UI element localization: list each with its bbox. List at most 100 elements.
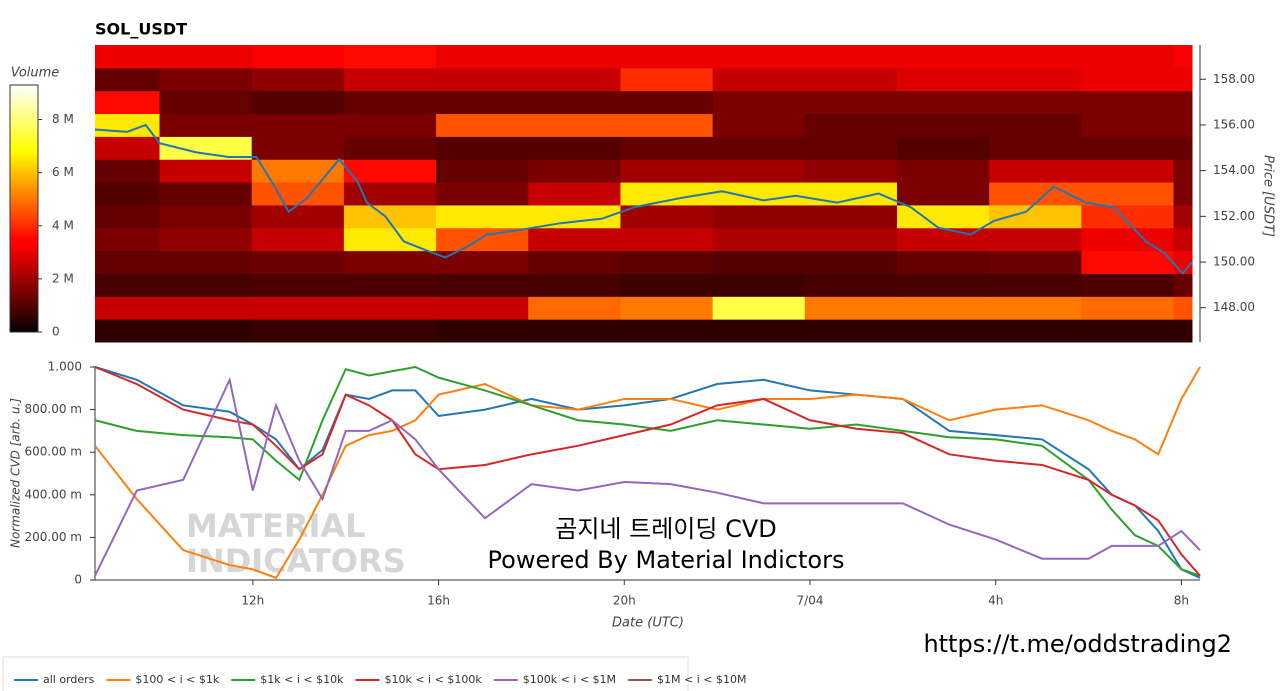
y-tick-label: 200.00 m bbox=[25, 530, 83, 544]
heatmap-cell bbox=[159, 159, 253, 183]
heatmap-cell bbox=[989, 227, 1082, 252]
heatmap-cell bbox=[528, 296, 621, 320]
colorbar-step bbox=[10, 85, 38, 88]
heatmap-cell bbox=[343, 159, 437, 183]
colorbar-step bbox=[10, 287, 38, 291]
heatmap-cell bbox=[1173, 250, 1193, 274]
cvd-line bbox=[94, 376, 1201, 577]
heatmap-cell bbox=[620, 319, 714, 343]
colorbar-step bbox=[10, 245, 38, 249]
heatmap-cell bbox=[436, 204, 529, 229]
heatmap-cell bbox=[95, 296, 161, 320]
colorbar-step bbox=[10, 210, 38, 214]
heatmap-cell bbox=[989, 250, 1082, 274]
colorbar-step bbox=[10, 290, 38, 293]
heatmap-cell bbox=[804, 296, 898, 320]
colorbar-step bbox=[10, 265, 38, 269]
heatmap-cell bbox=[343, 182, 437, 206]
colorbar-step bbox=[10, 109, 38, 113]
heatmap-cell bbox=[897, 319, 990, 343]
heatmap-cell bbox=[95, 227, 161, 252]
heatmap-cell bbox=[251, 319, 345, 343]
heatmap-cell bbox=[159, 45, 253, 69]
heatmap-cell bbox=[712, 182, 806, 206]
heatmap-cell bbox=[1081, 182, 1175, 206]
colorbar-step bbox=[10, 154, 38, 158]
y2-tick-label: 158.00 bbox=[1213, 72, 1255, 86]
colorbar-step bbox=[10, 275, 38, 279]
colorbar-step bbox=[10, 329, 38, 333]
colorbar-step bbox=[10, 223, 38, 227]
heatmap-cell bbox=[251, 204, 345, 229]
heatmap-cell bbox=[804, 159, 898, 183]
heatmap-cell bbox=[1173, 67, 1193, 92]
colorbar-frame bbox=[9, 84, 39, 333]
heatmap-cell bbox=[528, 45, 621, 69]
colorbar-step bbox=[10, 304, 38, 308]
colorbar-step bbox=[10, 186, 38, 190]
colorbar-step bbox=[10, 139, 38, 143]
y-tick-label: 400.00 m bbox=[25, 487, 83, 501]
heatmap-cell bbox=[897, 90, 990, 115]
colorbar-step bbox=[10, 149, 38, 153]
colorbar-step bbox=[10, 159, 38, 163]
heatmap-cell bbox=[95, 250, 161, 274]
heatmap-cell bbox=[436, 227, 529, 252]
colorbar-step bbox=[10, 302, 38, 306]
heatmap-cell bbox=[343, 273, 437, 297]
heatmap-cell bbox=[159, 273, 253, 297]
heatmap-cell bbox=[159, 67, 253, 92]
heatmap-cell bbox=[804, 67, 898, 92]
heatmap-cell bbox=[251, 67, 345, 92]
heatmap-cell bbox=[343, 319, 437, 343]
colorbar-tick-label: 6 M bbox=[52, 165, 74, 179]
heatmap-cell bbox=[528, 319, 621, 343]
colorbar-step bbox=[10, 218, 38, 222]
heatmap-cell bbox=[528, 113, 621, 137]
heatmap-cell bbox=[436, 273, 529, 297]
heatmap-cell bbox=[251, 136, 345, 160]
colorbar-step bbox=[10, 92, 38, 96]
colorbar-step bbox=[10, 134, 38, 138]
heatmap-cell bbox=[1173, 45, 1193, 69]
colorbar-step bbox=[10, 161, 38, 165]
heatmap-cell bbox=[897, 113, 990, 137]
heatmap-cell bbox=[989, 296, 1082, 320]
legend-box bbox=[2, 656, 689, 691]
heatmap-cell bbox=[343, 113, 437, 137]
heatmap-cell bbox=[1081, 113, 1175, 137]
colorbar-step bbox=[10, 206, 38, 209]
y-axis-label: Normalized CVD [arb. u.] bbox=[9, 398, 23, 548]
heatmap-cell bbox=[712, 136, 806, 160]
heatmap-cell bbox=[620, 67, 714, 92]
heatmap-cell bbox=[620, 182, 714, 206]
colorbar-step bbox=[10, 292, 38, 296]
colorbar-step bbox=[10, 129, 38, 133]
colorbar-step bbox=[10, 243, 38, 247]
colorbar-step bbox=[10, 178, 38, 182]
heatmap-cell bbox=[712, 113, 806, 137]
price-line bbox=[94, 123, 1193, 276]
colorbar-step bbox=[10, 141, 38, 145]
heatmap-cell bbox=[989, 204, 1082, 229]
legend-label: $1k < i < $10k bbox=[260, 673, 344, 686]
heatmap-cell bbox=[620, 250, 714, 274]
heatmap-cell bbox=[251, 45, 345, 69]
heatmap-cell bbox=[804, 319, 898, 343]
heatmap-cell bbox=[1173, 159, 1193, 183]
colorbar-step bbox=[10, 312, 38, 316]
heatmap-cell bbox=[159, 227, 253, 252]
colorbar-step bbox=[10, 117, 38, 121]
heatmap-cell bbox=[436, 159, 529, 183]
heatmap-cell bbox=[528, 136, 621, 160]
heatmap-cell bbox=[343, 136, 437, 160]
y-tick-label: 600.00 m bbox=[25, 445, 83, 459]
heatmap-cell bbox=[1173, 296, 1193, 320]
colorbar-step bbox=[10, 203, 38, 207]
heatmap-cell bbox=[343, 67, 437, 92]
heatmap-cell bbox=[1173, 113, 1193, 137]
x-tick-label: 8h bbox=[1174, 594, 1189, 608]
heatmap-cell bbox=[95, 204, 161, 229]
colorbar-step bbox=[10, 151, 38, 155]
